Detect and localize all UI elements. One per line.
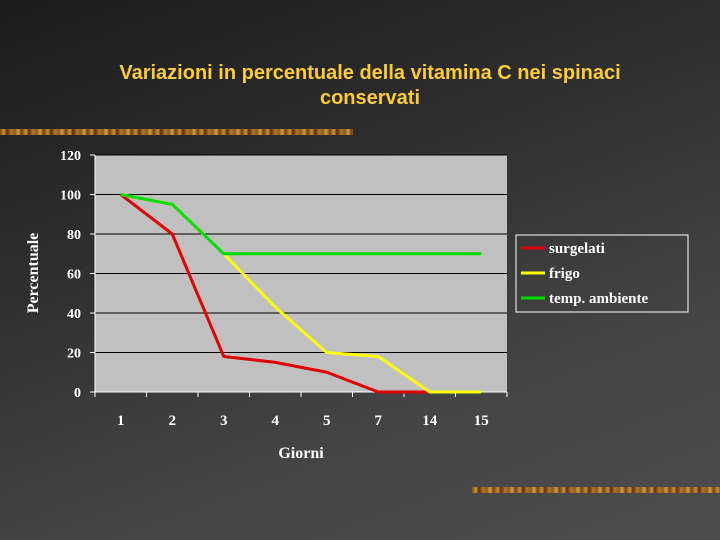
legend-label-2: temp. ambiente [549, 291, 648, 307]
x-tick-labels: 1 2 3 4 5 7 14 15 [94, 392, 508, 429]
y-axis-title: Percentuale [25, 233, 42, 314]
gridlines [95, 154, 507, 353]
x-axis-title: Giorni [278, 445, 324, 462]
series-line-2 [120, 193, 482, 256]
x-tick-label-5: 5 [323, 413, 331, 429]
x-tick-label-14: 14 [422, 413, 438, 429]
y-tick-label-40: 40 [67, 307, 81, 322]
series-lines [119, 193, 482, 394]
x-tick-label-1: 1 [117, 413, 125, 429]
y-tick-labels: 0 20 40 60 80 100 120 [60, 149, 95, 401]
x-tick-label-3: 3 [220, 413, 228, 429]
y-tick-label-20: 20 [67, 347, 81, 362]
slide-title: Variazioni in percentuale della vitamina… [40, 61, 700, 111]
legend-label-1: frigo [549, 266, 580, 282]
x-tick-label-4: 4 [272, 413, 280, 429]
y-tick-label-60: 60 [67, 268, 81, 283]
y-tick-label-120: 120 [60, 149, 81, 164]
decorative-band-bottom [472, 487, 720, 493]
legend: surgelati frigo temp. ambiente [515, 234, 689, 313]
legend-box [515, 234, 689, 313]
y-tick-label-100: 100 [60, 189, 81, 204]
title-line-1: Variazioni in percentuale della vitamina… [119, 62, 621, 84]
x-tick-label-15: 15 [474, 413, 489, 429]
title-line-2: conservati [319, 87, 421, 109]
y-tick-label-80: 80 [67, 228, 81, 243]
legend-label-0: surgelati [549, 241, 605, 257]
x-tick-label-7: 7 [375, 413, 383, 429]
series-line-0 [119, 193, 430, 394]
decorative-band-top [0, 129, 353, 135]
x-tick-label-2: 2 [169, 413, 177, 429]
y-tick-label-0: 0 [74, 386, 81, 401]
